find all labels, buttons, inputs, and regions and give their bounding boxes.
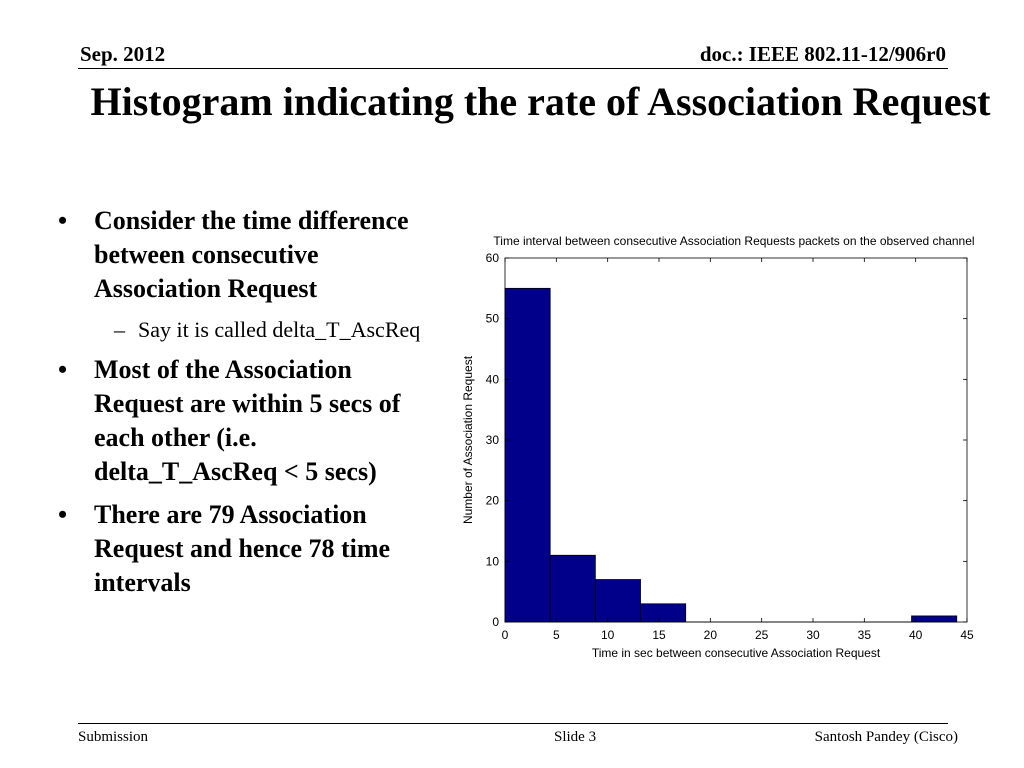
histogram-bar — [549, 554, 596, 623]
histogram-bar — [504, 287, 551, 623]
y-tick-label: 10 — [486, 554, 500, 568]
y-tick-label: 30 — [486, 433, 500, 447]
bullet-icon: • — [58, 355, 68, 384]
y-tick-label: 0 — [492, 615, 499, 629]
sub-bullet-item: – Say it is called delta_T_AscReq — [58, 315, 438, 344]
header-date: Sep. 2012 — [80, 42, 166, 66]
bullet-icon: • — [58, 500, 68, 529]
footer-divider — [78, 723, 948, 724]
x-tick-label: 40 — [909, 628, 923, 642]
tick-group: 0 5 10 15 20 25 30 35 40 45 0 10 20 30 40 50 60 — [486, 251, 974, 642]
histogram-bar — [911, 615, 958, 623]
x-tick-label: 0 — [502, 628, 509, 642]
bar-group — [504, 287, 958, 623]
footer-submission: Submission — [78, 729, 149, 745]
x-tick-label: 30 — [806, 628, 820, 642]
y-tick-label: 40 — [486, 372, 500, 386]
x-tick-label: 35 — [858, 628, 872, 642]
slide-title: Histogram indicating the rate of Associa… — [90, 79, 991, 124]
y-tick-label: 60 — [486, 251, 500, 265]
x-tick-label: 15 — [652, 628, 666, 642]
x-tick-label: 5 — [553, 628, 560, 642]
bullet-list: • Consider the time difference between c… — [58, 204, 438, 609]
bullet-text: There are 79 Association Request and hen… — [94, 500, 391, 597]
y-tick-label: 20 — [486, 494, 500, 508]
chart-title: Time interval between consecutive Associ… — [493, 234, 974, 248]
bullet-text: Consider the time difference between con… — [94, 206, 409, 303]
sub-bullet-text: Say it is called delta_T_AscReq — [138, 317, 421, 342]
bullet-icon: • — [58, 206, 68, 235]
header-doc-id: doc.: IEEE 802.11-12/906r0 — [699, 42, 946, 66]
x-tick-label: 10 — [601, 628, 615, 642]
x-axis-label: Time in sec between consecutive Associat… — [592, 646, 881, 660]
x-tick-label: 25 — [755, 628, 769, 642]
header-divider — [78, 68, 948, 69]
x-tick-label: 20 — [704, 628, 718, 642]
dash-icon: – — [114, 317, 125, 342]
histogram-bar — [640, 603, 687, 623]
histogram-bar — [594, 579, 641, 623]
bullet-item: • Most of the Association Request are wi… — [58, 353, 438, 489]
footer-slide-number: Slide 3 — [554, 729, 597, 745]
bullet-item: • Consider the time difference between c… — [58, 204, 438, 306]
y-axis-label: Number of Association Request — [461, 355, 475, 524]
histogram-chart: Time interval between consecutive Associ… — [461, 234, 975, 660]
y-tick-label: 50 — [486, 312, 500, 326]
bullet-item: • There are 79 Association Request and h… — [58, 498, 438, 600]
x-tick-label: 45 — [960, 628, 974, 642]
footer-author: Santosh Pandey (Cisco) — [814, 729, 958, 745]
bullet-text: Most of the Association Request are with… — [94, 355, 401, 486]
